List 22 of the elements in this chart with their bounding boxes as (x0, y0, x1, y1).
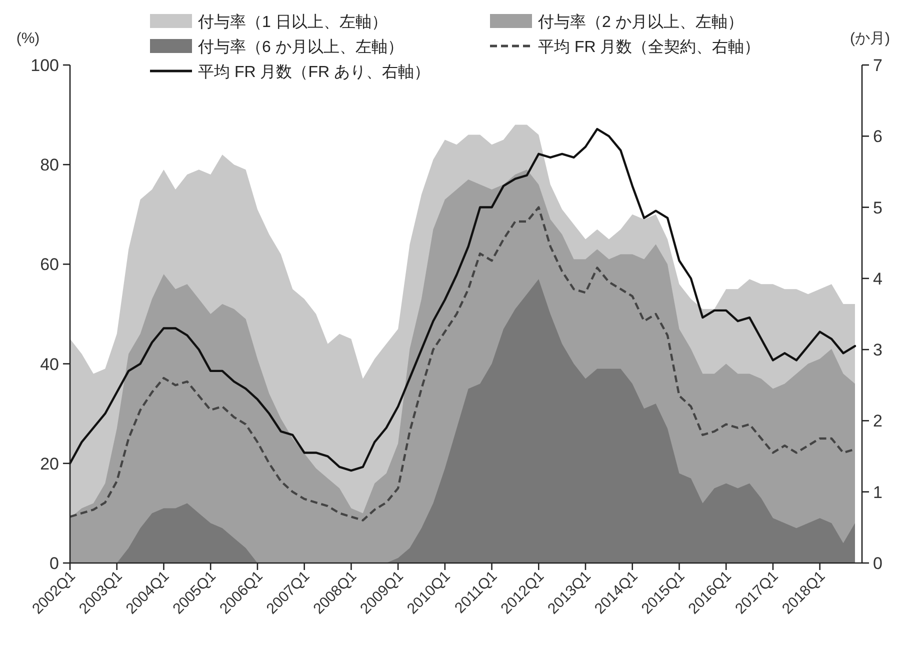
y2-tick-label: 1 (873, 482, 882, 502)
y-tick-label: 100 (30, 56, 59, 75)
y2-tick-label: 0 (873, 554, 882, 573)
legend-label: 平均 FR 月数（全契約、右軸） (538, 38, 760, 56)
line-series (68, 128, 856, 472)
y2-tick-label: 7 (873, 56, 882, 75)
y2-tick-label: 5 (873, 198, 882, 218)
legend-label: 付与率（2 か月以上、左軸） (537, 13, 744, 31)
y-axis-title: (%) (16, 30, 40, 47)
y2-tick-label: 6 (873, 127, 882, 146)
y-tick-label: 40 (40, 354, 59, 374)
legend-label: 付与率（1 日以上、左軸） (197, 13, 388, 31)
legend-label: 付与率（6 か月以上、左軸） (197, 38, 404, 56)
y-tick-label: 60 (40, 255, 59, 274)
y2-tick-label: 4 (873, 269, 882, 288)
y2-tick-label: 3 (873, 340, 882, 360)
legend-label: 平均 FR 月数（FR あり、右軸） (198, 63, 430, 81)
y-tick-label: 20 (40, 454, 59, 474)
y-tick-label: 80 (40, 156, 59, 175)
y-tick-label: 0 (50, 554, 59, 573)
y2-tick-label: 2 (873, 412, 882, 431)
y2-axis-title: (か月) (850, 30, 890, 47)
